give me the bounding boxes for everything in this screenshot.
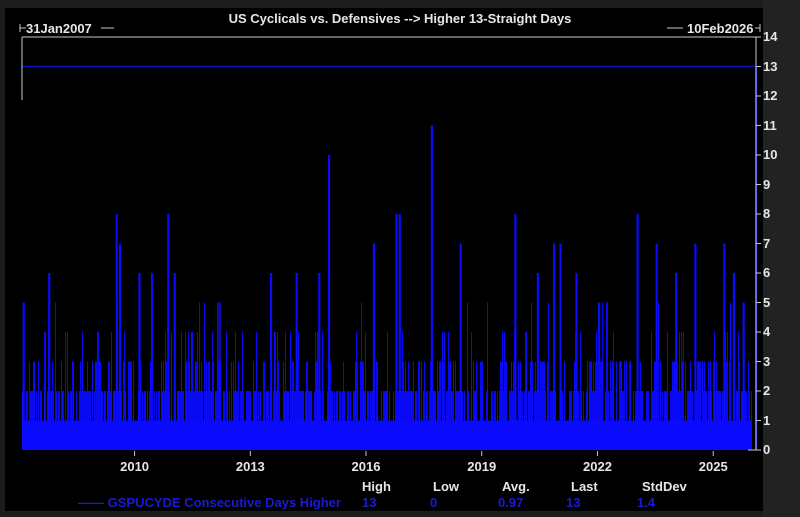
y-tick-label: 14: [763, 29, 778, 44]
x-tick-label: 2019: [467, 459, 497, 474]
peak-bar: [459, 243, 462, 450]
peak-bar: [218, 302, 221, 450]
y-tick-label: 10: [763, 147, 778, 162]
y-tick-label: 8: [763, 206, 771, 221]
legend-item: —— GSPUCYDE Consecutive Days Higher: [78, 495, 341, 510]
start-date-label: 31Jan2007: [26, 21, 92, 36]
peak-bar: [173, 273, 176, 450]
y-tick-label: 2: [763, 383, 771, 398]
peak-bar: [327, 155, 331, 450]
peak-bar: [675, 273, 678, 450]
y-tick-label: 9: [763, 176, 771, 192]
y-tick-label: 12: [763, 88, 778, 103]
peak-bar: [22, 302, 25, 450]
chart-title: US Cyclicals vs. Defensives --> Higher 1…: [228, 11, 572, 26]
stat-header-avg: Avg.: [502, 479, 530, 494]
stat-header-stddev: StdDev: [642, 479, 687, 494]
legend-label: GSPUCYDE Consecutive Days Higher: [107, 495, 341, 510]
peak-bar: [430, 125, 433, 450]
peak-bar: [536, 273, 540, 450]
peak-bar: [151, 273, 154, 450]
peak-bar: [269, 273, 273, 450]
peak-bar: [395, 214, 398, 450]
stat-value-avg: 0.97: [498, 495, 524, 510]
stat-value-stddev: 1.4: [637, 495, 656, 510]
x-tick-label: 2010: [120, 459, 150, 474]
peak-bar: [167, 214, 170, 450]
x-tick-label: 2022: [583, 459, 612, 474]
end-date-label: 10Feb2026: [687, 21, 754, 36]
peak-bar: [552, 243, 556, 450]
peak-bar: [575, 273, 578, 450]
stat-header-last: Last: [571, 479, 598, 494]
peak-bar: [559, 243, 562, 450]
peak-bar: [48, 273, 51, 450]
peak-bar: [636, 214, 639, 450]
peak-bar: [318, 273, 321, 450]
peak-bar: [295, 273, 298, 450]
peak-bar: [723, 243, 726, 450]
peak-bar: [514, 214, 517, 450]
y-tick-label: 4: [763, 324, 771, 339]
peak-bar: [115, 214, 118, 450]
peak-bar: [694, 243, 697, 450]
stat-header-high: High: [362, 479, 391, 494]
x-tick-label: 2013: [235, 459, 265, 474]
stat-value-last: 13: [566, 495, 581, 510]
peak-bar: [118, 243, 122, 450]
y-tick-label: 11: [763, 117, 777, 133]
peak-bar: [655, 243, 658, 450]
stat-header-low: Low: [433, 479, 459, 494]
y-tick-label: 1: [763, 412, 771, 428]
peak-bar: [398, 214, 401, 450]
outer-frame: [763, 0, 800, 517]
peak-bar: [742, 302, 745, 450]
stat-value-low: 0: [430, 495, 438, 510]
peak-bar: [138, 273, 141, 450]
y-tick-label: 3: [763, 353, 771, 369]
legend-line-icon: ——: [78, 495, 108, 510]
peak-bar: [732, 273, 736, 450]
y-tick-label: 13: [763, 58, 778, 74]
peak-bar: [597, 302, 601, 450]
x-tick-label: 2025: [698, 459, 728, 474]
peak-bar: [372, 243, 375, 450]
y-tick-label: 7: [763, 235, 771, 251]
x-tick-label: 2016: [351, 459, 381, 474]
y-tick-label: 5: [763, 294, 771, 310]
y-tick-label: 6: [763, 265, 771, 280]
stat-value-high: 13: [362, 495, 377, 510]
y-tick-label: 0: [763, 442, 771, 457]
